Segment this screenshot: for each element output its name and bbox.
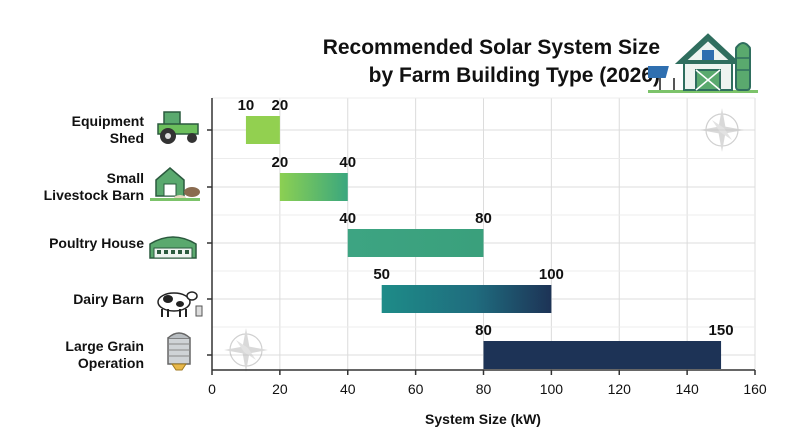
chart-title-line-1: Recommended Solar System Size <box>322 36 660 59</box>
bar-min-label: 10 <box>238 97 255 114</box>
x-tick-label: 120 <box>608 381 632 397</box>
bar-max-label: 40 <box>339 154 356 171</box>
livestock-barn-icon <box>150 167 200 201</box>
bar-min-label: 20 <box>272 154 289 171</box>
axes: 0 20 40 60 80 100 120 140 160 <box>207 98 767 397</box>
category-label-line: Poultry House <box>49 234 144 251</box>
x-tick-label: 100 <box>540 381 564 397</box>
x-tick-label: 0 <box>208 381 216 397</box>
range-bar <box>347 229 484 257</box>
category-label: Poultry House <box>0 235 144 252</box>
x-axis-label: System Size (kW) <box>425 411 541 427</box>
bars: 10 20 20 40 40 80 50 100 80 150 <box>238 97 734 369</box>
poultry-house-icon <box>149 236 197 259</box>
bar-max-label: 100 <box>539 266 564 283</box>
compass-rose-icon <box>700 108 744 152</box>
x-tick-label: 80 <box>476 381 492 397</box>
category-label-line: Shed <box>109 130 144 146</box>
dairy-cow-icon <box>157 291 203 317</box>
category-label-line: Dairy Barn <box>73 290 144 307</box>
chart-title-line-2: by Farm Building Type (2026) <box>368 64 660 87</box>
compass-rose-icon <box>224 328 268 372</box>
x-tick-label: 160 <box>743 381 767 397</box>
bar-max-label: 20 <box>272 97 289 114</box>
bar-min-label: 80 <box>475 322 492 339</box>
grain-silo-icon <box>167 332 191 371</box>
compass-decorations <box>224 108 744 372</box>
category-label-line: Operation <box>77 355 144 371</box>
x-tick-label: 140 <box>675 381 699 397</box>
range-bar <box>483 341 722 369</box>
bar-min-label: 50 <box>373 266 390 283</box>
x-tick-label: 40 <box>340 381 356 397</box>
range-bar <box>279 173 348 201</box>
range-bar <box>381 285 552 313</box>
range-bar <box>245 116 280 144</box>
category-label-line: Equipment <box>71 113 144 129</box>
farm-building-solar-icon <box>648 33 758 93</box>
bar-min-label: 40 <box>339 210 356 227</box>
category-label: Small Livestock Barn <box>0 170 144 204</box>
category-label-line: Small <box>106 170 144 186</box>
category-label: Large Grain Operation <box>0 338 144 372</box>
x-tick-label: 20 <box>272 381 288 397</box>
bar-max-label: 80 <box>475 210 492 227</box>
tractor-icon <box>157 111 199 144</box>
category-icons <box>149 111 203 371</box>
category-label-line: Large Grain <box>65 338 144 354</box>
x-tick-label: 60 <box>408 381 424 397</box>
category-label: Equipment Shed <box>0 113 144 147</box>
category-label: Dairy Barn <box>0 291 144 308</box>
chart-title: Recommended Solar System Size by Farm Bu… <box>250 34 660 90</box>
category-label-line: Livestock Barn <box>43 187 144 203</box>
bar-max-label: 150 <box>709 322 734 339</box>
